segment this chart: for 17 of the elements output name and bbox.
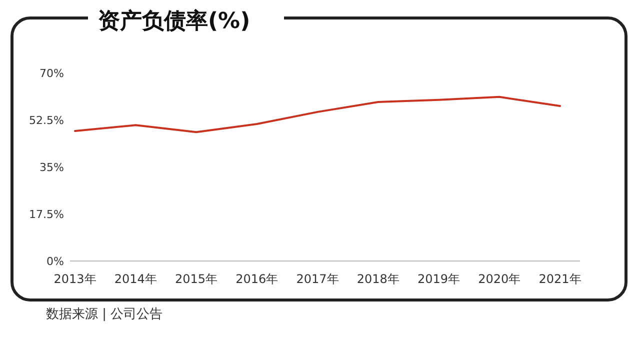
- x-tick-label: 2014年: [114, 272, 157, 286]
- chart-title: 资产负债率(%): [98, 8, 250, 34]
- y-tick-label: 17.5%: [29, 208, 64, 221]
- x-tick-label: 2018年: [356, 272, 400, 286]
- source-note: 数据来源 | 公司公告: [46, 307, 163, 322]
- x-tick-label: 2016年: [236, 272, 278, 286]
- x-tick-label: 2019年: [417, 272, 460, 286]
- y-tick-label: 52.5%: [29, 114, 64, 127]
- x-tick-label: 2013年: [54, 272, 96, 286]
- line-series: [74, 96, 561, 134]
- x-tick-label: 2017年: [296, 272, 339, 286]
- x-tick-label: 2015年: [174, 272, 218, 286]
- x-tick-label: 2021年: [538, 272, 582, 286]
- x-tick-label: 2020年: [478, 272, 521, 286]
- y-tick-label: 0%: [46, 255, 64, 268]
- y-tick-label: 70%: [40, 67, 64, 80]
- y-tick-label: 35%: [40, 161, 64, 174]
